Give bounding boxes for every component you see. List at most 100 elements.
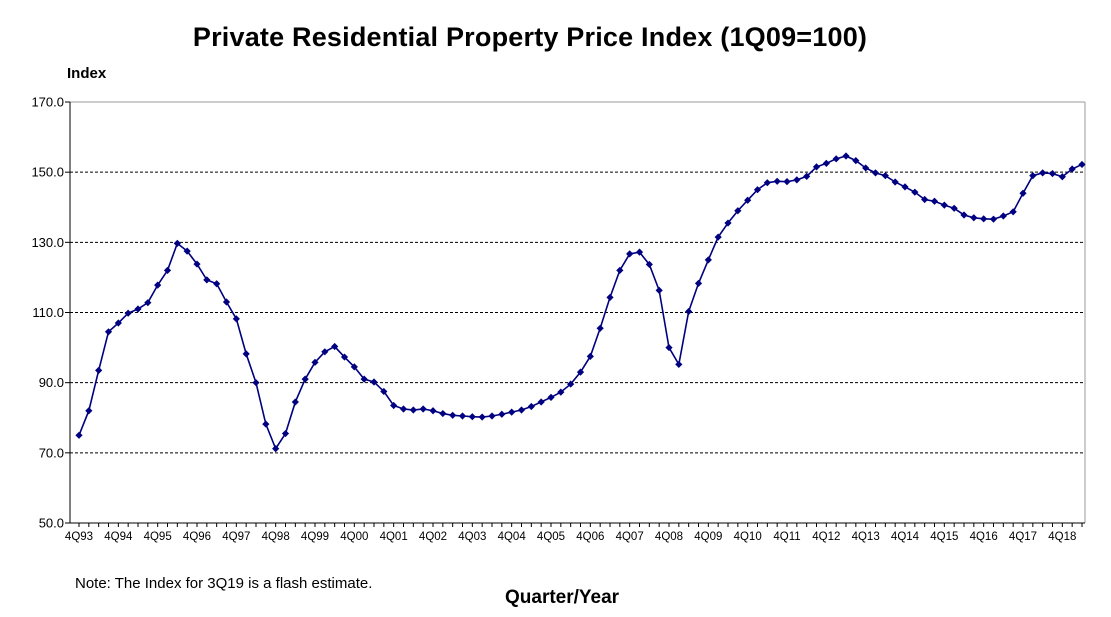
data-point xyxy=(596,324,604,332)
data-point xyxy=(1048,169,1057,178)
data-point xyxy=(144,299,152,307)
chart-title: Private Residential Property Price Index… xyxy=(192,22,868,52)
data-point xyxy=(311,358,319,366)
data-point xyxy=(940,201,948,209)
y-axis-label: Index xyxy=(67,65,107,82)
data-point xyxy=(468,413,476,421)
data-point xyxy=(871,169,880,177)
data-point xyxy=(517,406,526,414)
data-point xyxy=(114,319,122,327)
data-point xyxy=(1068,165,1076,173)
data-point xyxy=(104,328,113,336)
data-point xyxy=(370,378,378,386)
x-tick-label: 4Q93 xyxy=(65,531,93,543)
data-point xyxy=(704,256,712,264)
data-point xyxy=(803,172,811,180)
x-tick-label: 4Q17 xyxy=(1009,531,1037,543)
data-point xyxy=(1058,173,1066,181)
data-point xyxy=(301,375,309,383)
data-point xyxy=(173,239,181,247)
x-tick-label: 4Q98 xyxy=(262,531,290,543)
data-point xyxy=(449,411,457,419)
y-tick-label: 70.0 xyxy=(39,445,64,460)
data-point xyxy=(163,266,172,274)
data-point xyxy=(340,353,349,361)
data-point xyxy=(399,405,408,413)
data-point xyxy=(478,413,486,421)
data-point xyxy=(488,412,496,420)
data-point xyxy=(822,159,830,167)
data-point xyxy=(134,305,142,313)
data-point xyxy=(645,260,653,269)
data-point xyxy=(124,309,132,317)
data-point xyxy=(1019,189,1027,197)
data-point xyxy=(852,156,860,165)
data-point xyxy=(232,315,240,323)
x-tick-label: 4Q01 xyxy=(380,531,408,543)
data-point xyxy=(812,163,821,171)
data-point xyxy=(960,211,968,219)
data-point xyxy=(321,348,329,356)
x-tick-label: 4Q03 xyxy=(458,531,486,543)
data-point xyxy=(458,412,467,420)
data-point xyxy=(773,177,781,185)
data-point xyxy=(753,186,762,194)
data-point xyxy=(262,420,270,428)
x-tick-label: 4Q13 xyxy=(852,531,880,543)
data-point xyxy=(576,368,585,376)
x-tick-label: 4Q06 xyxy=(576,531,604,543)
x-tick-label: 4Q95 xyxy=(144,531,172,543)
x-tick-label: 4Q18 xyxy=(1048,531,1076,543)
data-point xyxy=(734,207,742,215)
data-point xyxy=(350,363,358,371)
x-tick-label: 4Q99 xyxy=(301,531,329,543)
data-point xyxy=(1039,169,1047,177)
data-point xyxy=(252,379,260,387)
x-tick-label: 4Q11 xyxy=(773,531,800,543)
data-point xyxy=(881,172,889,180)
y-tick-label: 50.0 xyxy=(39,516,64,531)
x-tick-label: 4Q15 xyxy=(930,531,958,543)
data-point xyxy=(606,293,614,302)
data-point xyxy=(409,406,417,414)
data-point xyxy=(85,407,93,415)
data-point xyxy=(183,247,191,255)
x-tick-label: 4Q16 xyxy=(970,531,998,543)
chart-note: Note: The Index for 3Q19 is a flash esti… xyxy=(75,575,373,592)
data-point xyxy=(891,178,899,186)
data-point xyxy=(724,219,732,227)
data-point xyxy=(930,197,939,205)
x-tick-label: 4Q04 xyxy=(498,531,527,543)
x-tick-label: 4Q14 xyxy=(891,531,920,543)
y-tick-label: 170.0 xyxy=(31,95,64,110)
y-tick-label: 90.0 xyxy=(39,375,64,390)
x-tick-label: 4Q05 xyxy=(537,531,565,543)
data-point xyxy=(950,204,958,212)
data-point xyxy=(694,279,703,287)
x-tick-label: 4Q09 xyxy=(694,531,722,543)
data-point xyxy=(586,352,594,360)
data-point xyxy=(75,431,83,439)
x-tick-label: 4Q07 xyxy=(616,531,644,543)
data-point xyxy=(272,445,280,453)
data-point xyxy=(203,276,211,284)
x-axis-label: Quarter/Year xyxy=(505,587,620,608)
data-point xyxy=(911,188,919,196)
y-tick-label: 110.0 xyxy=(32,305,64,320)
data-point xyxy=(832,155,840,163)
data-point xyxy=(1009,208,1017,216)
data-point xyxy=(999,212,1007,220)
data-point xyxy=(331,342,339,351)
data-point xyxy=(281,429,290,438)
data-point xyxy=(390,401,398,410)
data-point xyxy=(901,183,909,191)
data-point xyxy=(527,402,535,411)
data-point xyxy=(439,409,447,418)
data-point xyxy=(714,233,722,241)
data-point xyxy=(508,408,516,416)
data-point xyxy=(763,179,771,187)
data-point xyxy=(970,214,978,222)
y-tick-label: 150.0 xyxy=(31,165,64,180)
data-point xyxy=(793,176,801,184)
